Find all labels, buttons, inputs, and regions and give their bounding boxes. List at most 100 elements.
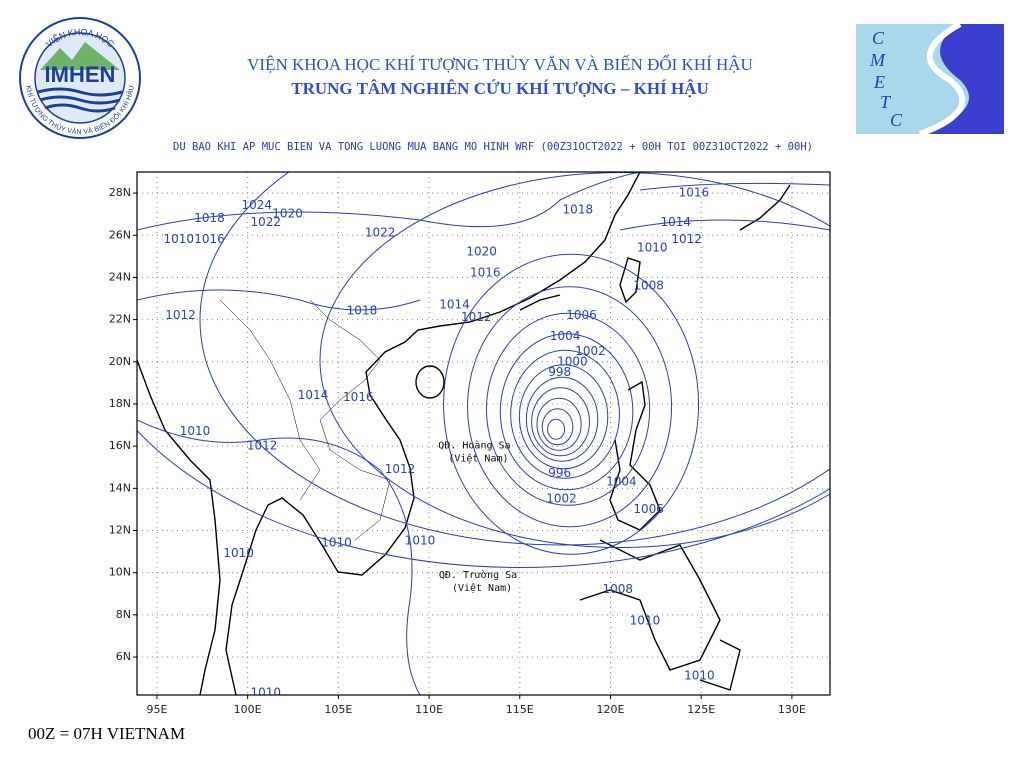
contour-label: 1014 bbox=[439, 297, 470, 311]
logo-letter: M bbox=[869, 50, 886, 70]
contour-label: 1010 bbox=[637, 240, 668, 254]
contour-label: 1012 bbox=[461, 310, 492, 324]
lon-tick-label: 120E bbox=[597, 703, 625, 716]
isobar bbox=[485, 312, 651, 506]
contour-label: 1010 bbox=[223, 546, 254, 560]
isobar bbox=[137, 172, 641, 231]
isobar bbox=[536, 397, 582, 451]
contour-label: 1014 bbox=[661, 215, 692, 229]
imhen-logo: IMHEN VIỆN KHOA HỌC KHÍ TƯỢNG THỦY VĂN V… bbox=[19, 17, 141, 139]
contour-label: 1010 bbox=[251, 685, 282, 699]
contour-label: 1016 bbox=[679, 186, 710, 200]
contour-label: 1022 bbox=[365, 226, 396, 240]
lon-tick-label: 115E bbox=[506, 703, 534, 716]
lat-tick-label: 24N bbox=[109, 270, 131, 283]
lat-tick-label: 22N bbox=[109, 313, 131, 326]
contour-label: 1008 bbox=[633, 278, 664, 292]
isobar bbox=[547, 418, 566, 440]
isobar bbox=[541, 408, 574, 446]
logo-letter: E bbox=[873, 72, 885, 92]
map-subtitle: DU BAO KHI AP MUC BIEN VA TONG LUONG MUA… bbox=[173, 140, 813, 153]
contour-label: 1016 bbox=[470, 266, 501, 280]
place-name: QĐ. Trường Sa bbox=[439, 569, 517, 581]
logo-letter: C bbox=[872, 28, 885, 48]
contour-label: 1010 bbox=[684, 669, 715, 683]
lon-tick-label: 130E bbox=[778, 703, 806, 716]
lat-tick-label: 10N bbox=[109, 566, 131, 579]
contour-label: 1024 bbox=[241, 198, 272, 212]
lon-tick-label: 105E bbox=[324, 703, 352, 716]
lat-tick-label: 28N bbox=[109, 186, 131, 199]
lon-tick-label: 125E bbox=[687, 703, 715, 716]
contour-label: 1002 bbox=[575, 344, 606, 358]
logo-letter: C bbox=[890, 110, 903, 130]
lat-tick-label: 26N bbox=[109, 228, 131, 241]
lat-tick-label: 6N bbox=[116, 650, 131, 663]
axis-ticks: 95E 100E 105E 110E 115E 120E 125E 130E 6N 8N 10N 12… bbox=[109, 186, 806, 716]
contour-label: 1018 bbox=[194, 211, 225, 225]
borders bbox=[219, 299, 391, 541]
contour-label: 1004 bbox=[550, 329, 581, 343]
lat-tick-label: 16N bbox=[109, 439, 131, 452]
isobar bbox=[510, 349, 620, 479]
contour-label: 1012 bbox=[247, 439, 278, 453]
lat-tick-label: 12N bbox=[109, 524, 131, 537]
isobar bbox=[137, 429, 830, 568]
cmetc-logo bbox=[856, 21, 1004, 137]
contour-label: 1020 bbox=[466, 245, 497, 259]
lon-tick-label: 95E bbox=[146, 703, 167, 716]
contour-label: 1000 bbox=[557, 354, 588, 368]
grid bbox=[137, 172, 830, 695]
map-frame bbox=[136, 171, 831, 696]
logo-letter: T bbox=[880, 92, 892, 112]
isobar bbox=[467, 286, 673, 528]
contour-label: 1006 bbox=[566, 308, 597, 322]
isobar bbox=[639, 182, 830, 191]
isobar bbox=[619, 219, 830, 231]
lon-tick-label: 110E bbox=[415, 703, 443, 716]
contour-label: 1018 bbox=[563, 202, 594, 216]
contour-label: 1012 bbox=[385, 462, 416, 476]
isobar bbox=[137, 419, 421, 695]
isobar bbox=[443, 253, 700, 555]
isobar bbox=[525, 376, 599, 462]
contour-label: 1020 bbox=[272, 207, 303, 221]
place-labels: QĐ. Hoàng Sa(Việt Nam)QĐ. Trường Sa(Việt… bbox=[438, 439, 517, 594]
contour-label: 1014 bbox=[298, 388, 329, 402]
contour-label: 1010 bbox=[180, 424, 211, 438]
footer-note: 00Z = 07H VIETNAM bbox=[28, 724, 185, 743]
place-name: QĐ. Hoàng Sa bbox=[438, 439, 510, 451]
lat-tick-label: 8N bbox=[116, 608, 131, 621]
contour-label: 1010 bbox=[163, 232, 194, 246]
coastlines bbox=[137, 172, 791, 695]
institute-title: VIỆN KHOA HỌC KHÍ TƯỢNG THỦY VĂN VÀ BIẾN… bbox=[247, 54, 753, 74]
contour-label: 1012 bbox=[165, 308, 196, 322]
contour-label: 996 bbox=[548, 466, 571, 480]
place-note: (Việt Nam) bbox=[452, 582, 512, 594]
center-title: TRUNG TÂM NGHIÊN CỨU KHÍ TƯỢNG – KHÍ HẬU bbox=[291, 79, 708, 98]
contour-label: 1010 bbox=[630, 614, 661, 628]
isobar bbox=[137, 289, 421, 311]
contour-label: 1010 bbox=[321, 536, 352, 550]
contour-label: 1022 bbox=[251, 215, 282, 229]
place-note: (Việt Nam) bbox=[448, 452, 508, 464]
contour-label: 1008 bbox=[602, 582, 633, 596]
isobar bbox=[531, 387, 590, 457]
contour-label: 1010 bbox=[405, 534, 436, 548]
lat-tick-label: 14N bbox=[109, 481, 131, 494]
isobar bbox=[199, 172, 830, 546]
contour-label: 1002 bbox=[546, 491, 577, 505]
contour-label: 1006 bbox=[633, 502, 664, 516]
isobar bbox=[518, 364, 609, 470]
lat-tick-label: 20N bbox=[109, 355, 131, 368]
contour-label: 998 bbox=[548, 365, 571, 379]
contour-label: 1018 bbox=[347, 304, 378, 318]
contour-label: 1012 bbox=[671, 232, 702, 246]
isobar bbox=[499, 333, 634, 491]
contour-label: 1016 bbox=[194, 232, 225, 246]
